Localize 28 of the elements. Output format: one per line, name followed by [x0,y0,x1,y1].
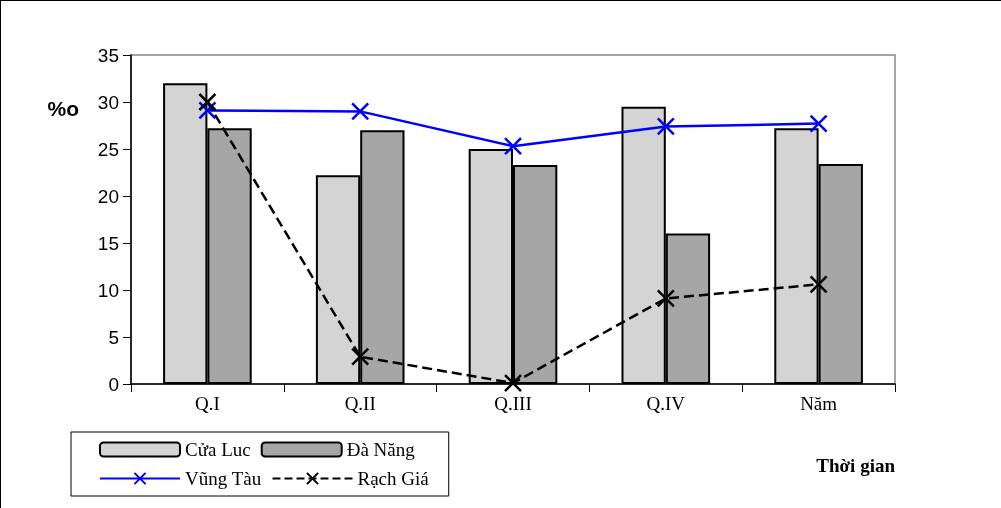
legend-label: Vũng Tàu [185,468,262,489]
y-tick-label: 5 [108,326,119,348]
point [656,289,676,308]
x-tick-label: Q.II [344,393,376,414]
y-tick-label: 30 [97,91,119,113]
y-axis-title: %o [47,97,79,120]
point [198,92,217,112]
point [809,275,828,294]
point [809,114,828,133]
legend-label: Rạch Giá [357,468,430,489]
point [656,117,676,136]
legend-label: Đà Năng [346,439,416,460]
x-tick-label: Q.III [494,393,532,414]
point [503,136,523,156]
y-tick-label: 0 [108,373,119,395]
x-tick-label: Năm [800,393,838,414]
y-tick-label: 35 [97,44,119,66]
point [350,347,370,366]
legend-label: Cửa Luc [185,439,251,460]
y-tick-label: 15 [97,232,119,254]
x-tick-label: Q.I [194,393,220,414]
y-tick-label: 20 [97,185,119,207]
point [503,373,523,393]
point [350,102,370,121]
x-tick-label: Q.IV [646,393,686,414]
y-tick-label: 25 [97,138,119,160]
y-tick-label: 10 [97,279,119,301]
x-axis-title: Thời gian [816,455,896,476]
